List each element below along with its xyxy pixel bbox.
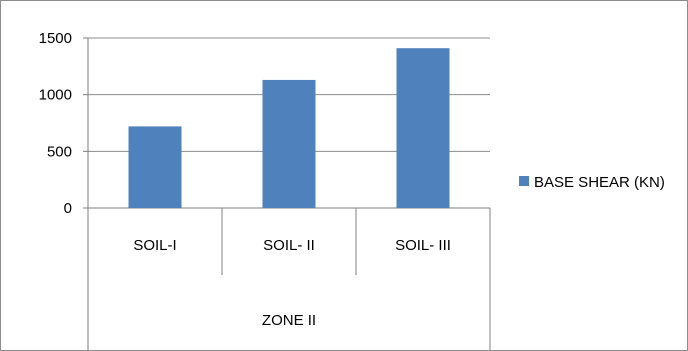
bar-2 <box>262 79 316 208</box>
y-tick-label: 500 <box>47 143 72 160</box>
legend-swatch <box>519 176 529 186</box>
category-label: SOIL-I <box>133 237 176 254</box>
y-axis-ticks: 0 500 1000 1500 <box>39 30 89 217</box>
y-tick-label: 1000 <box>39 87 72 104</box>
y-tick-label: 0 <box>64 200 72 217</box>
bar-1 <box>128 126 182 208</box>
legend-label: BASE SHEAR (KN) <box>534 174 665 191</box>
category-label: SOIL- III <box>395 237 451 254</box>
category-labels: SOIL-I SOIL- II SOIL- III <box>133 237 451 254</box>
y-tick-label: 1500 <box>39 30 72 47</box>
category-label: SOIL- II <box>263 237 315 254</box>
bar-3 <box>396 48 450 209</box>
bars <box>128 48 450 209</box>
x-axis <box>87 208 491 350</box>
group-label: ZONE II <box>262 312 316 329</box>
legend: BASE SHEAR (KN) <box>519 174 665 191</box>
